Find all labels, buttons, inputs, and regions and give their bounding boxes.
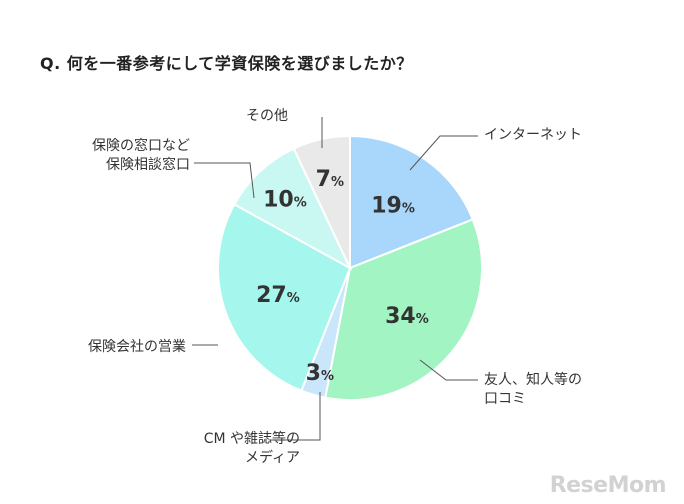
slice-percent-label: 34% <box>385 304 429 329</box>
category-label: 保険会社の営業 <box>88 338 186 357</box>
pie-slice <box>324 218 483 401</box>
slice-percent-label: 3% <box>306 361 334 386</box>
category-label-line: 友人、知人等の <box>484 372 582 388</box>
category-label-line: メディア <box>244 450 300 466</box>
leader-line <box>194 162 255 199</box>
category-label: その他 <box>246 107 288 126</box>
pie-slice <box>349 134 475 270</box>
leader-line <box>419 359 478 381</box>
pie-slice <box>292 134 351 269</box>
category-label: 友人、知人等の 口コミ <box>484 371 582 409</box>
category-label-line: 保険の窓口など <box>92 138 190 154</box>
category-label: CM や雑誌等のメディア <box>204 430 300 468</box>
chart-title: Q. 何を一番参考にして学資保険を選びましたか？ <box>40 54 413 73</box>
category-label-line: 保険相談窓口 <box>106 157 190 173</box>
slice-percent-label: 10% <box>263 188 307 213</box>
category-label: 保険の窓口など保険相談窓口 <box>92 137 190 175</box>
leader-line <box>409 135 478 171</box>
category-label: インターネット <box>484 126 582 145</box>
slice-percent-label: 7% <box>316 167 344 192</box>
leader-line <box>270 392 321 441</box>
resemom-logo: ReseMom <box>549 473 667 498</box>
category-label-line: CM や雑誌等の <box>203 431 300 447</box>
category-label-line: その他 <box>246 108 288 124</box>
category-label-line: 保険会社の営業 <box>88 339 186 355</box>
category-label-line: 口コミ <box>484 391 526 407</box>
slice-percent-label: 19% <box>371 194 415 219</box>
slice-percent-label: 27% <box>256 283 300 308</box>
category-label-line: インターネット <box>484 127 582 143</box>
pie-slice <box>232 147 353 271</box>
